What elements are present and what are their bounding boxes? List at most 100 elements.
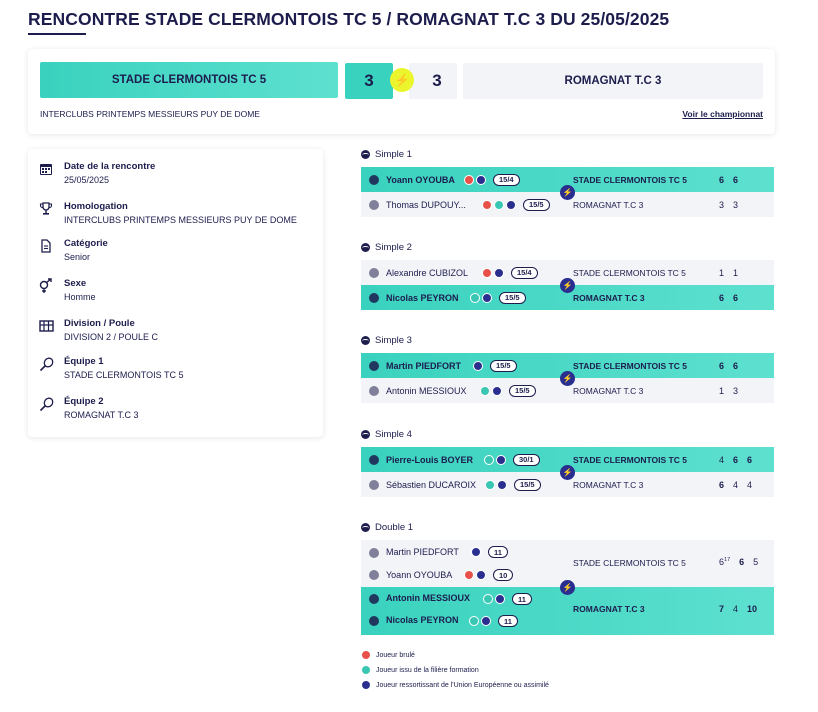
set-score: 6	[733, 174, 739, 185]
info-label: Catégorie	[64, 238, 108, 249]
info-value: STADE CLERMONTOIS TC 5	[64, 370, 184, 380]
team-name: ROMAGNAT T.C 3	[573, 292, 645, 303]
set-score: 4	[719, 454, 725, 465]
training-player-icon	[469, 616, 479, 626]
set-score: 617	[719, 557, 730, 567]
player-icon	[369, 548, 379, 558]
set-scores: 7 4 10	[719, 604, 757, 614]
set-score: 3	[733, 385, 739, 396]
team-name: ROMAGNAT T.C 3	[573, 604, 645, 614]
away-team-name[interactable]: ROMAGNAT T.C 3	[463, 63, 763, 99]
tennis-ball-icon	[361, 523, 370, 532]
home-team-name[interactable]: STADE CLERMONTOIS TC 5	[40, 62, 338, 98]
player-rank: 15/5	[490, 359, 517, 372]
burned-player-icon	[361, 650, 371, 660]
double-home-block[interactable]: Martin PIEDFORT 11 Yoann OYOUBA 10 STADE…	[361, 540, 774, 587]
tennis-ball-icon	[361, 336, 370, 345]
player-badges: 15/5	[482, 198, 550, 211]
match-title: Simple 3	[361, 335, 412, 346]
eu-player-icon	[506, 199, 516, 210]
info-value: DIVISION 2 / POULE C	[64, 332, 159, 342]
player-icon	[369, 385, 379, 396]
player-name[interactable]: Nicolas PEYRON	[386, 292, 459, 303]
tiebreak-score: 17	[724, 557, 731, 563]
player-name[interactable]: Thomas DUPOUY...	[386, 199, 466, 210]
player-icon	[369, 594, 379, 604]
set-score: 1	[719, 385, 725, 396]
player-name[interactable]: Antonin MESSIOUX	[386, 593, 470, 603]
team-name: STADE CLERMONTOIS TC 5	[573, 454, 687, 465]
player-rank: 15/4	[511, 266, 538, 279]
info-label: Équipe 2	[64, 396, 104, 407]
player-icon	[369, 570, 379, 580]
player-name[interactable]: Martin PIEDFORT	[386, 547, 459, 557]
match-title-text: Double 1	[375, 522, 414, 533]
home-score: 3	[345, 63, 393, 99]
team-name: ROMAGNAT T.C 3	[573, 479, 644, 490]
legend-eu: Joueur ressortissant de l'Union Européen…	[361, 680, 549, 690]
player-icon	[369, 292, 379, 303]
player-name[interactable]: Yoann OYOUBA	[386, 570, 453, 580]
player-rank: 30/1	[513, 453, 540, 466]
team-name: ROMAGNAT T.C 3	[573, 199, 644, 210]
player-rank: 10	[493, 569, 514, 581]
player-name[interactable]: Nicolas PEYRON	[386, 615, 459, 625]
lightning-icon: ⚡	[390, 68, 414, 92]
player-icon	[369, 454, 379, 465]
info-value: Homme	[64, 292, 96, 302]
team-name: STADE CLERMONTOIS TC 5	[573, 558, 686, 568]
info-label: Division / Poule	[64, 318, 135, 329]
set-score: 3	[719, 199, 725, 210]
lightning-icon: ⚡	[560, 185, 575, 200]
lightning-icon: ⚡	[560, 580, 575, 595]
match-title-text: Simple 1	[375, 149, 412, 160]
set-score: 6	[719, 292, 725, 303]
training-player-icon	[483, 594, 493, 604]
set-score: 6	[739, 557, 745, 567]
set-score: 10	[747, 604, 758, 614]
player-name[interactable]: Pierre-Louis BOYER	[386, 454, 474, 465]
training-player-icon	[480, 385, 490, 396]
burned-player-icon	[464, 174, 474, 185]
eu-player-icon	[482, 292, 492, 303]
player-name[interactable]: Martin PIEDFORT	[386, 360, 462, 371]
page-title: RENCONTRE STADE CLERMONTOIS TC 5 / ROMAG…	[28, 9, 670, 29]
match-row[interactable]: Pierre-Louis BOYER 30/1 STADE CLERMONTOI…	[361, 447, 774, 472]
set-score: 6	[747, 454, 753, 465]
match-title-text: Simple 2	[375, 242, 412, 253]
match-title: Simple 4	[361, 429, 412, 440]
legend-burned: Joueur brulé	[361, 650, 415, 660]
legend-text: Joueur issu de la filière formation	[376, 666, 479, 674]
player-badges: 15/5	[480, 384, 536, 397]
eu-player-icon	[492, 385, 502, 396]
training-player-icon	[485, 479, 495, 490]
title-underline	[28, 33, 86, 35]
set-score: 6	[719, 174, 725, 185]
player-name[interactable]: Yoann OYOUBA	[386, 174, 455, 185]
info-value: 25/05/2025	[64, 175, 110, 185]
set-score: 5	[753, 557, 759, 567]
set-scores: 617 6 5	[719, 557, 758, 567]
player-name[interactable]: Antonin MESSIOUX	[386, 385, 467, 396]
eu-player-icon	[473, 360, 483, 371]
set-score: 6	[719, 360, 725, 371]
player-name[interactable]: Sébastien DUCAROIX	[386, 479, 477, 490]
match-title: Double 1	[361, 522, 413, 533]
player-badges: 15/4	[482, 266, 538, 279]
player-rank: 15/5	[523, 198, 550, 211]
player-badges: 15/5	[485, 478, 541, 491]
player-name[interactable]: Alexandre CUBIZOL	[386, 267, 469, 278]
double-away-block[interactable]: Antonin MESSIOUX 11 Nicolas PEYRON 11 RO…	[361, 587, 774, 635]
view-championship-link[interactable]: Voir le championnat	[682, 109, 763, 119]
training-player-icon	[484, 454, 494, 465]
racket-icon	[38, 356, 54, 372]
racket-icon	[38, 396, 54, 412]
info-label: Homologation	[64, 201, 128, 212]
eu-player-icon	[481, 616, 491, 626]
player-badges: 30/1	[484, 453, 540, 466]
set-score: 6	[733, 360, 739, 371]
set-score: 3	[733, 199, 739, 210]
info-value: Senior	[64, 252, 91, 262]
